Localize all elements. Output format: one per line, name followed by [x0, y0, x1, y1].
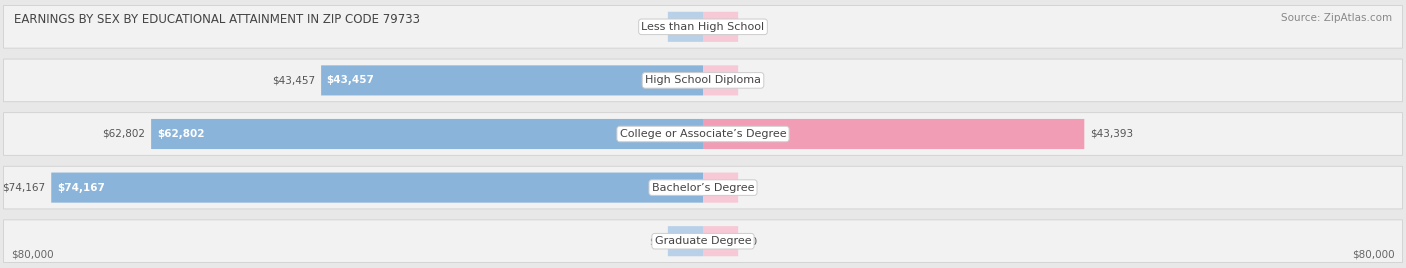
Text: $74,167: $74,167 [56, 183, 105, 193]
FancyBboxPatch shape [3, 59, 1403, 102]
Text: Graduate Degree: Graduate Degree [655, 236, 751, 246]
FancyBboxPatch shape [3, 220, 1403, 263]
FancyBboxPatch shape [3, 166, 1403, 209]
Text: $62,802: $62,802 [156, 129, 204, 139]
Text: $43,457: $43,457 [326, 75, 374, 85]
Text: $0: $0 [650, 236, 662, 246]
FancyBboxPatch shape [703, 65, 738, 95]
FancyBboxPatch shape [703, 119, 1084, 149]
FancyBboxPatch shape [150, 119, 703, 149]
FancyBboxPatch shape [3, 113, 1403, 155]
Text: Bachelor’s Degree: Bachelor’s Degree [652, 183, 754, 193]
Text: $0: $0 [744, 22, 756, 32]
FancyBboxPatch shape [321, 65, 703, 95]
FancyBboxPatch shape [3, 5, 1403, 48]
Text: $43,457: $43,457 [273, 75, 315, 85]
Text: $80,000: $80,000 [11, 250, 53, 260]
Text: $0: $0 [650, 22, 662, 32]
Text: College or Associate’s Degree: College or Associate’s Degree [620, 129, 786, 139]
Text: $43,393: $43,393 [1090, 129, 1133, 139]
Text: $0: $0 [744, 75, 756, 85]
Text: $80,000: $80,000 [1353, 250, 1395, 260]
FancyBboxPatch shape [51, 173, 703, 203]
Text: $0: $0 [744, 183, 756, 193]
Text: Less than High School: Less than High School [641, 22, 765, 32]
Text: $62,802: $62,802 [103, 129, 145, 139]
Text: $74,167: $74,167 [3, 183, 45, 193]
Text: $0: $0 [744, 236, 756, 246]
FancyBboxPatch shape [703, 12, 738, 42]
Text: Source: ZipAtlas.com: Source: ZipAtlas.com [1281, 13, 1392, 23]
Text: EARNINGS BY SEX BY EDUCATIONAL ATTAINMENT IN ZIP CODE 79733: EARNINGS BY SEX BY EDUCATIONAL ATTAINMEN… [14, 13, 420, 27]
FancyBboxPatch shape [668, 226, 703, 256]
FancyBboxPatch shape [703, 226, 738, 256]
FancyBboxPatch shape [668, 12, 703, 42]
FancyBboxPatch shape [703, 173, 738, 203]
Text: High School Diploma: High School Diploma [645, 75, 761, 85]
